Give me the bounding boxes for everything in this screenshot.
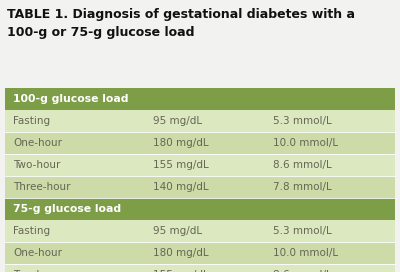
Text: 95 mg/dL: 95 mg/dL [153,226,202,236]
Text: Two-hour: Two-hour [13,270,60,272]
Text: 180 mg/dL: 180 mg/dL [153,138,209,148]
Text: 8.6 mmol/L: 8.6 mmol/L [273,270,332,272]
Text: 5.3 mmol/L: 5.3 mmol/L [273,226,332,236]
Text: 8.6 mmol/L: 8.6 mmol/L [273,160,332,170]
Text: 100-g or 75-g glucose load: 100-g or 75-g glucose load [7,26,194,39]
Text: Three-hour: Three-hour [13,182,70,192]
Text: Two-hour: Two-hour [13,160,60,170]
Text: 5.3 mmol/L: 5.3 mmol/L [273,116,332,126]
Bar [5,220,395,242]
Text: One-hour: One-hour [13,138,62,148]
Text: 10.0 mmol/L: 10.0 mmol/L [273,248,338,258]
Text: 75-g glucose load: 75-g glucose load [13,204,121,214]
Bar [5,132,395,154]
Bar [5,110,395,132]
Text: 140 mg/dL: 140 mg/dL [153,182,209,192]
Text: One-hour: One-hour [13,248,62,258]
Text: 155 mg/dL: 155 mg/dL [153,270,209,272]
Bar [5,198,395,220]
Bar [5,176,395,198]
Text: 10.0 mmol/L: 10.0 mmol/L [273,138,338,148]
Text: 7.8 mmol/L: 7.8 mmol/L [273,182,332,192]
Text: TABLE 1. Diagnosis of gestational diabetes with a: TABLE 1. Diagnosis of gestational diabet… [7,8,355,21]
Bar [5,264,395,272]
Bar [5,154,395,176]
Text: Fasting: Fasting [13,226,50,236]
Text: 95 mg/dL: 95 mg/dL [153,116,202,126]
Text: Fasting: Fasting [13,116,50,126]
Bar [5,242,395,264]
Bar [5,88,395,110]
Text: 180 mg/dL: 180 mg/dL [153,248,209,258]
Text: 100-g glucose load: 100-g glucose load [13,94,128,104]
Text: 155 mg/dL: 155 mg/dL [153,160,209,170]
